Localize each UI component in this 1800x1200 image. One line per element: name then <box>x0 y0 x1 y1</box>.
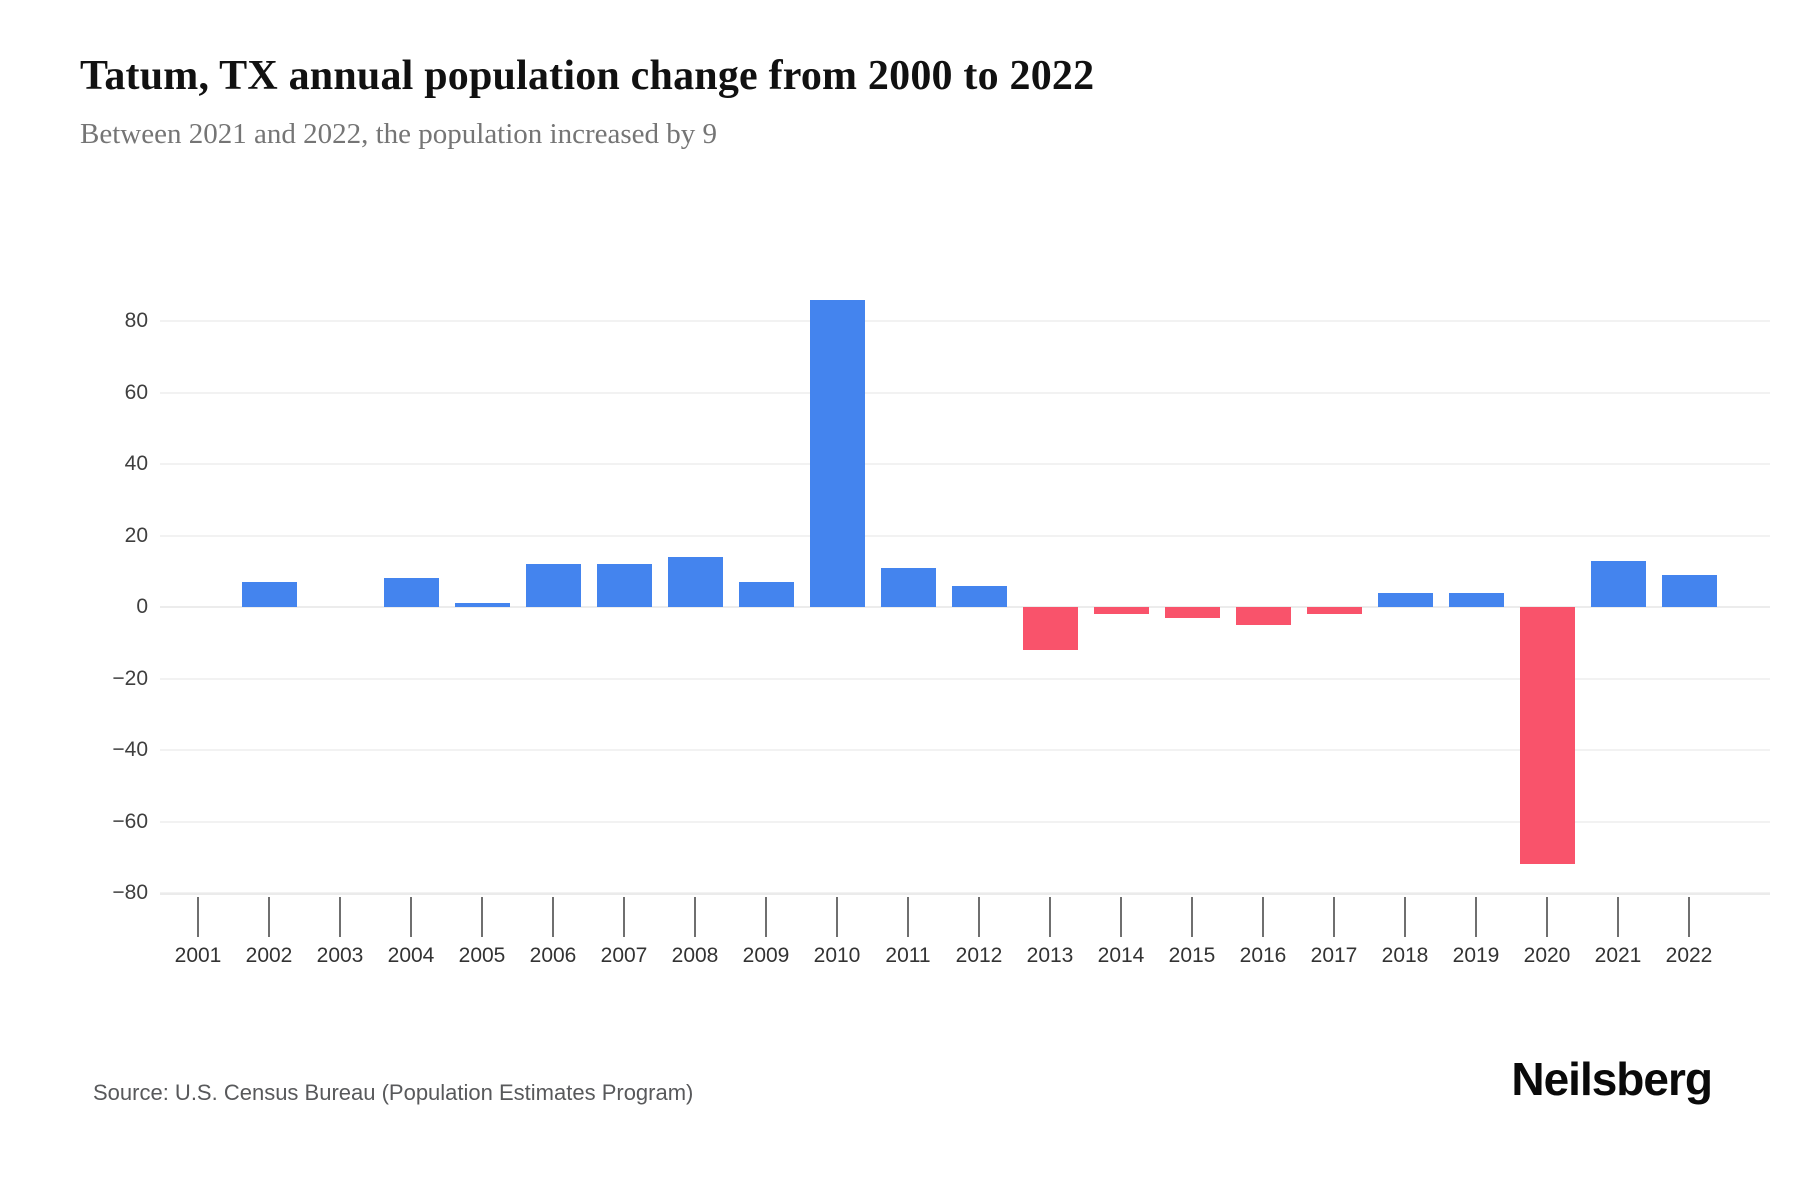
x-axis-tick-2002 <box>268 897 270 937</box>
x-axis-tick-2012 <box>978 897 980 937</box>
neilsberg-logo: Neilsberg <box>1511 1053 1713 1105</box>
x-axis-tick-2016 <box>1262 897 1264 937</box>
bar-2005[interactable] <box>454 603 510 607</box>
bar-2019[interactable] <box>1448 592 1504 607</box>
gridline-20 <box>160 534 1770 537</box>
bar-2021[interactable] <box>1590 560 1646 607</box>
x-axis-tick-2007 <box>623 897 625 937</box>
gridline-0 <box>160 606 1770 608</box>
gridline--40 <box>160 749 1770 751</box>
source-attribution: Source: U.S. Census Bureau (Population E… <box>93 1080 694 1105</box>
x-axis-tick-2017 <box>1333 897 1335 937</box>
x-axis-label-2001: 2001 <box>174 944 222 967</box>
y-axis-label--40: −40 <box>112 738 148 761</box>
x-axis-label-2009: 2009 <box>742 944 790 967</box>
x-axis-tick-2021 <box>1617 897 1619 937</box>
x-axis-tick-2005 <box>481 897 483 937</box>
y-axis-label--20: −20 <box>112 666 148 690</box>
bar-2012[interactable] <box>951 585 1007 607</box>
y-axis-label--60: −60 <box>112 809 148 833</box>
x-axis-tick-2003 <box>339 897 341 937</box>
x-axis-tick-2018 <box>1404 897 1406 937</box>
x-axis-tick-2008 <box>694 897 696 937</box>
bar-2002[interactable] <box>241 581 297 607</box>
bar-2017[interactable] <box>1306 607 1362 615</box>
x-axis-label-2022: 2022 <box>1665 944 1713 967</box>
x-axis-label-2006: 2006 <box>529 944 577 967</box>
bar-2013[interactable] <box>1022 607 1078 650</box>
y-axis-label-20: 20 <box>124 523 148 547</box>
x-axis-tick-2009 <box>765 897 767 937</box>
x-axis-label-2012: 2012 <box>955 944 1003 967</box>
x-axis-tick-2006 <box>552 897 554 937</box>
x-axis-label-2013: 2013 <box>1026 944 1074 967</box>
x-axis-tick-2004 <box>410 897 412 937</box>
x-axis-label-2017: 2017 <box>1310 944 1358 967</box>
y-axis-label-40: 40 <box>124 452 148 475</box>
x-axis-tick-2010 <box>836 897 838 937</box>
x-axis-label-2010: 2010 <box>813 944 861 967</box>
x-axis-tick-2020 <box>1546 897 1548 937</box>
bar-2018[interactable] <box>1377 592 1433 607</box>
gridline--20 <box>160 677 1770 680</box>
population-change-bar-chart: 80 60 40 20 0 −20 −40 −60 −80 2001 2002 2003 2004 200… <box>112 299 1770 967</box>
bar-2008[interactable] <box>667 556 723 607</box>
bar-2011[interactable] <box>880 567 936 607</box>
x-axis-label-2004: 2004 <box>387 944 435 967</box>
x-axis-tick-2019 <box>1475 897 1477 937</box>
x-axis-label-2018: 2018 <box>1381 944 1429 967</box>
bar-2015[interactable] <box>1164 607 1220 618</box>
bar-2007[interactable] <box>596 564 652 607</box>
y-axis-label-60: 60 <box>124 380 148 404</box>
bar-2006[interactable] <box>525 564 581 607</box>
gridline--60 <box>160 820 1770 823</box>
x-axis-label-2008: 2008 <box>671 944 719 967</box>
bar-2009[interactable] <box>738 581 794 607</box>
gridline-40 <box>160 463 1770 465</box>
bar-2010[interactable] <box>809 299 865 607</box>
x-axis-tick-2022 <box>1688 897 1690 937</box>
x-axis-tick-2001 <box>197 897 199 937</box>
chart-subtitle: Between 2021 and 2022, the population in… <box>80 118 718 150</box>
bar-2022[interactable] <box>1661 574 1717 607</box>
gridline-80 <box>160 320 1770 322</box>
x-axis-label-2014: 2014 <box>1097 944 1145 967</box>
x-axis-label-2020: 2020 <box>1523 944 1571 967</box>
x-axis-tick-2011 <box>907 897 909 937</box>
x-axis-label-2007: 2007 <box>600 944 648 967</box>
x-axis-label-2003: 2003 <box>316 944 364 967</box>
x-axis-line <box>160 893 1770 895</box>
x-axis-label-2021: 2021 <box>1594 944 1642 967</box>
x-axis-label-2005: 2005 <box>458 944 506 967</box>
bar-2020[interactable] <box>1519 607 1575 865</box>
y-axis-label-80: 80 <box>124 309 148 332</box>
x-axis-tick-2013 <box>1049 897 1051 937</box>
x-axis-label-2016: 2016 <box>1239 944 1287 967</box>
x-axis-label-2019: 2019 <box>1452 944 1500 967</box>
y-axis-label--80: −80 <box>112 881 148 904</box>
y-axis-label-0: 0 <box>136 595 148 618</box>
x-axis-tick-2015 <box>1191 897 1193 937</box>
bar-2004[interactable] <box>383 578 439 607</box>
gridline-60 <box>160 391 1770 394</box>
x-axis-label-2011: 2011 <box>885 944 931 967</box>
bar-2014[interactable] <box>1093 607 1149 615</box>
bar-2016[interactable] <box>1235 607 1291 625</box>
chart-title: Tatum, TX annual population change from … <box>80 53 1095 99</box>
x-axis-label-2002: 2002 <box>245 944 293 967</box>
x-axis-label-2015: 2015 <box>1168 944 1216 967</box>
x-axis-tick-2014 <box>1120 897 1122 937</box>
